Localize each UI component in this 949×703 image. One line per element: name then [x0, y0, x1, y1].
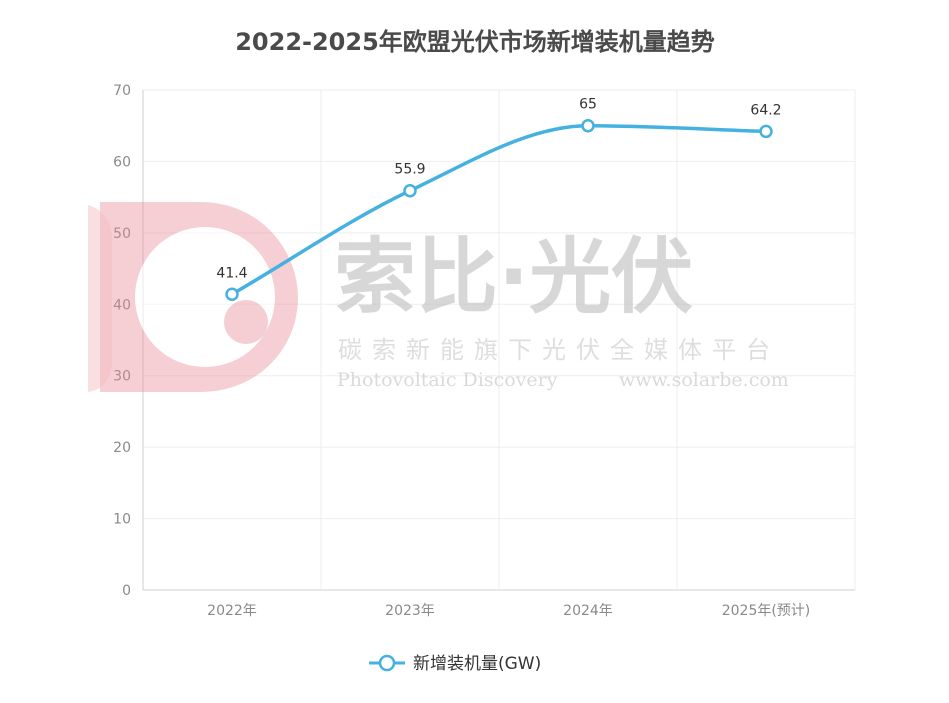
y-tick-label: 50: [113, 226, 131, 242]
watermark-url: www.solarbe.com: [619, 369, 789, 391]
y-tick-label: 0: [122, 583, 131, 599]
data-point[interactable]: [225, 287, 239, 302]
legend[interactable]: 新增装机量(GW): [369, 654, 541, 674]
y-tick-label: 30: [113, 369, 131, 385]
data-label: 55.9: [394, 162, 425, 178]
y-tick-label: 10: [113, 512, 131, 528]
y-tick-label: 40: [113, 297, 131, 313]
series-line: [230, 123, 768, 297]
data-point[interactable]: [759, 124, 773, 139]
watermark-name: 索比·光伏: [334, 230, 693, 325]
x-tick-label: 2023年: [385, 603, 435, 619]
grid: [142, 89, 856, 591]
series-layer: [230, 123, 768, 297]
y-tick-label: 60: [113, 154, 131, 170]
x-tick-label: 2022年: [207, 603, 257, 619]
data-point[interactable]: [581, 118, 595, 133]
legend-label: 新增装机量(GW): [413, 654, 541, 674]
x-tick-label: 2024年: [563, 603, 613, 619]
legend-marker-icon: [378, 654, 396, 672]
watermark: 索比·光伏 碳索新能旗下光伏全媒体平台 Photovoltaic Discove…: [88, 202, 789, 392]
watermark-logo: [88, 202, 298, 392]
data-points: [225, 118, 773, 302]
data-point[interactable]: [403, 183, 417, 198]
x-axis-ticks: 2022年 2023年 2024年 2025年(预计): [207, 603, 810, 619]
data-labels: 41.4 55.9 65 64.2: [216, 97, 781, 282]
y-axis-ticks: 0 10 20 30 40 50 60 70: [113, 83, 131, 599]
data-label: 41.4: [216, 265, 247, 281]
y-tick-label: 20: [113, 440, 131, 456]
y-tick-label: 70: [113, 83, 131, 99]
data-label: 64.2: [750, 102, 781, 118]
watermark-english: Photovoltaic Discovery: [337, 369, 558, 391]
data-label: 65: [579, 97, 597, 113]
x-tick-label: 2025年(预计): [722, 603, 811, 619]
chart-title: 2022-2025年欧盟光伏市场新增装机量趋势: [235, 28, 715, 56]
watermark-tagline: 碳索新能旗下光伏全媒体平台: [338, 336, 780, 364]
